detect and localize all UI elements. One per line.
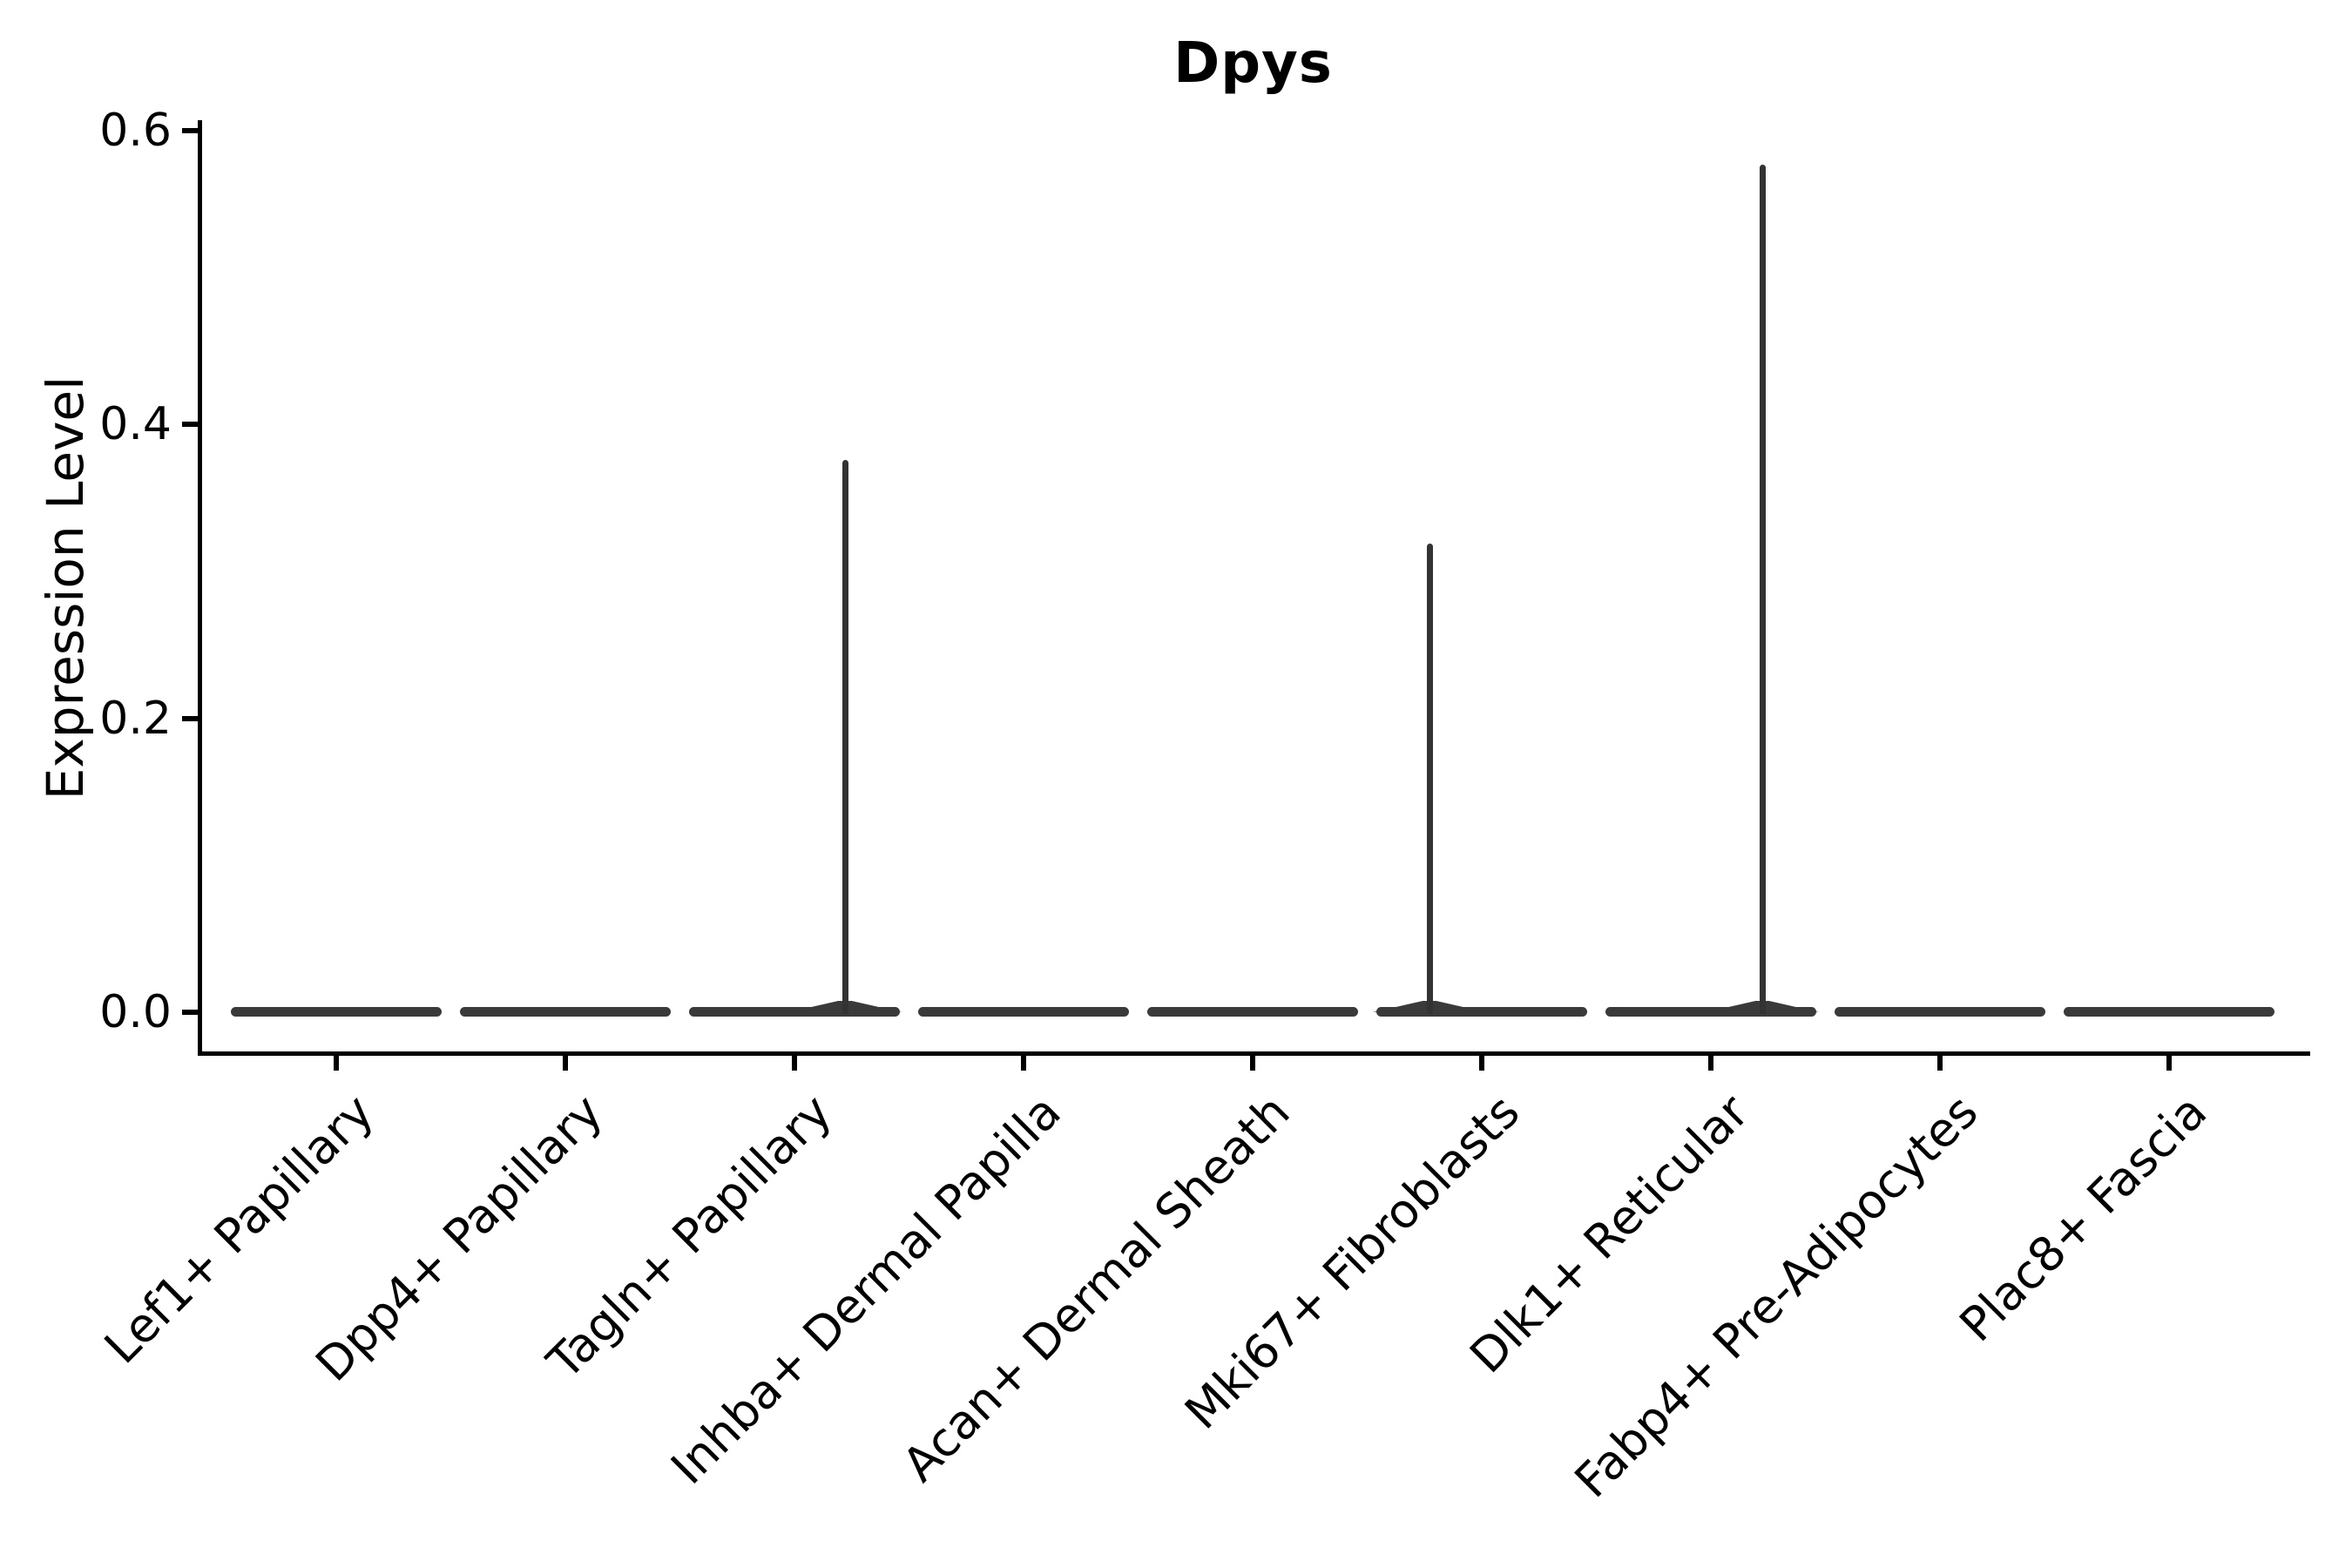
y-axis-spine: [198, 120, 202, 1055]
violin-body: [918, 1007, 1129, 1017]
x-tick-label: Inhba+ Dermal Papilla: [660, 1084, 1072, 1495]
x-tick-mark: [1937, 1055, 1943, 1071]
y-tick-mark: [182, 1010, 198, 1015]
x-tick-mark: [1250, 1055, 1255, 1071]
x-tick-label: Fabp4+ Pre-Adipocytes: [1564, 1084, 1989, 1509]
y-tick-mark: [182, 422, 198, 428]
x-tick-mark: [563, 1055, 568, 1071]
y-tick-label: 0.2: [99, 692, 172, 745]
y-tick-mark: [182, 715, 198, 721]
violin-spike: [841, 459, 848, 1014]
x-tick-mark: [1479, 1055, 1484, 1071]
chart-title: Dpys: [1173, 31, 1333, 96]
x-tick-mark: [792, 1055, 797, 1071]
y-tick-mark: [182, 127, 198, 133]
x-tick-label: Acan+ Dermal Sheath: [892, 1084, 1301, 1492]
x-tick-mark: [1021, 1055, 1026, 1071]
y-tick-label: 0.0: [99, 986, 172, 1038]
violin-body: [1835, 1007, 2045, 1017]
y-tick-label: 0.4: [99, 398, 172, 451]
x-tick-mark: [2166, 1055, 2172, 1071]
violin-body: [460, 1007, 671, 1017]
violin-spike: [1426, 543, 1433, 1014]
y-tick-label: 0.6: [99, 104, 172, 157]
x-tick-mark: [1708, 1055, 1713, 1071]
x-axis-spine: [198, 1051, 2310, 1056]
x-tick-label: Plac8+ Fascia: [1949, 1084, 2218, 1353]
violin-body: [231, 1007, 442, 1017]
violin-body: [2064, 1007, 2274, 1017]
violin-body: [1147, 1007, 1358, 1017]
violin-spike: [1759, 164, 1766, 1014]
x-tick-mark: [334, 1055, 339, 1071]
